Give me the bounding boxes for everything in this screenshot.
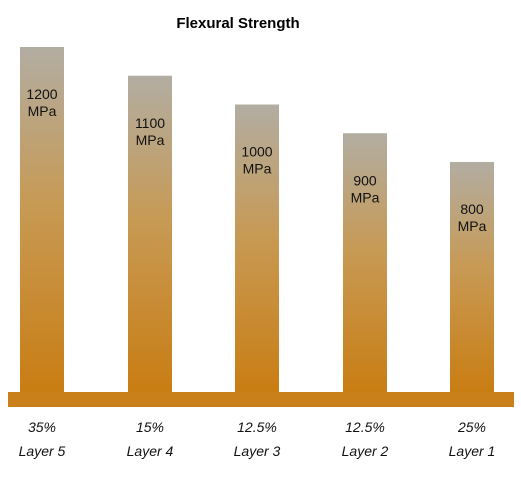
chart-base-band bbox=[8, 392, 514, 407]
percentage-label: 12.5% bbox=[237, 419, 277, 435]
bar-value-label: 1000 bbox=[241, 144, 272, 160]
percentage-label: 25% bbox=[457, 419, 486, 435]
category-label: Layer 5 bbox=[19, 443, 66, 459]
category-labels-group: 35% Layer 5 15% Layer 4 12.5% Layer 3 12.5% Lay… bbox=[19, 419, 496, 459]
bar-unit-label: MPa bbox=[351, 189, 380, 205]
bar-value-label: 900 bbox=[353, 172, 377, 188]
bar-value-label: 1200 bbox=[26, 86, 57, 102]
bar-value-label: 1100 bbox=[135, 115, 165, 131]
bar-unit-label: MPa bbox=[243, 161, 272, 177]
percentage-label: 35% bbox=[28, 419, 56, 435]
category-label: Layer 3 bbox=[234, 443, 281, 459]
bar-unit-label: MPa bbox=[136, 132, 165, 148]
category-label: Layer 2 bbox=[342, 443, 389, 459]
percentage-label: 12.5% bbox=[345, 419, 385, 435]
category-label: Layer 1 bbox=[449, 443, 496, 459]
bar-layer-4 bbox=[128, 75, 172, 394]
bar-unit-label: MPa bbox=[28, 103, 57, 119]
bar-layer-1 bbox=[450, 162, 494, 394]
bar-unit-label: MPa bbox=[458, 218, 487, 234]
bar-layer-5 bbox=[20, 47, 64, 394]
percentage-label: 15% bbox=[136, 419, 164, 435]
chart-title: Flexural Strength bbox=[176, 15, 299, 32]
bar-value-label: 800 bbox=[460, 201, 484, 217]
bar-layer-3 bbox=[235, 104, 279, 394]
bar-layer-2 bbox=[343, 133, 387, 394]
category-label: Layer 4 bbox=[127, 443, 174, 459]
